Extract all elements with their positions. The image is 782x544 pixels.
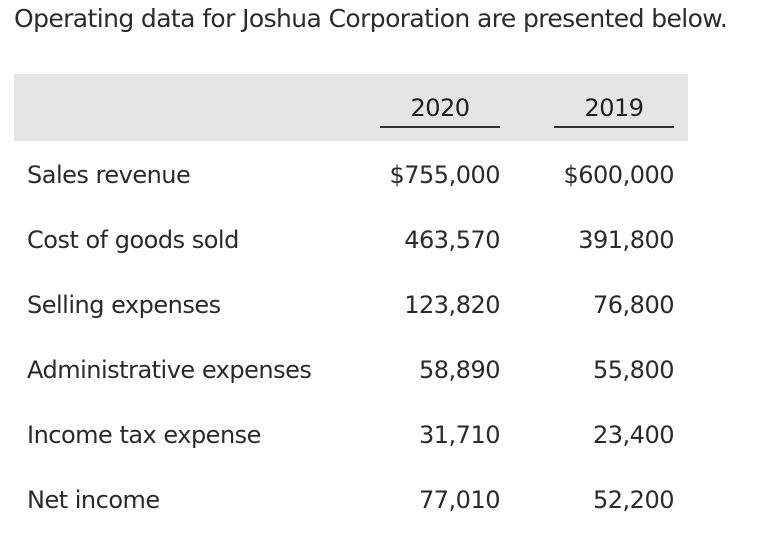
row-label: Sales revenue <box>27 161 191 189</box>
row-label: Cost of goods sold <box>27 226 239 254</box>
table-row-cost-of-goods-sold: Cost of goods sold 463,570 391,800 <box>0 223 782 257</box>
value-2020: $755,000 <box>389 161 500 189</box>
value-2020: 58,890 <box>419 356 500 384</box>
value-2020: 77,010 <box>419 486 500 514</box>
value-2020: 463,570 <box>404 226 500 254</box>
value-2020: 31,710 <box>419 421 500 449</box>
value-2019: 52,200 <box>593 486 674 514</box>
value-2019: 391,800 <box>578 226 674 254</box>
column-header-2019: 2019 <box>584 94 644 122</box>
table-row-sales-revenue: Sales revenue $755,000 $600,000 <box>0 158 782 192</box>
table-row-selling-expenses: Selling expenses 123,820 76,800 <box>0 288 782 322</box>
table-row-income-tax-expense: Income tax expense 31,710 23,400 <box>0 418 782 452</box>
header-underline-2020 <box>380 126 500 128</box>
row-label: Income tax expense <box>27 421 261 449</box>
value-2019: 76,800 <box>593 291 674 319</box>
row-label: Selling expenses <box>27 291 221 319</box>
row-label: Net income <box>27 486 160 514</box>
intro-text: Operating data for Joshua Corporation ar… <box>14 4 728 33</box>
value-2019: 55,800 <box>593 356 674 384</box>
header-underline-2019 <box>554 126 674 128</box>
value-2019: $600,000 <box>563 161 674 189</box>
table-row-net-income: Net income 77,010 52,200 <box>0 483 782 517</box>
table-row-administrative-expenses: Administrative expenses 58,890 55,800 <box>0 353 782 387</box>
table-header-band <box>14 74 688 141</box>
column-header-2020: 2020 <box>410 94 470 122</box>
value-2020: 123,820 <box>404 291 500 319</box>
value-2019: 23,400 <box>593 421 674 449</box>
row-label: Administrative expenses <box>27 356 312 384</box>
